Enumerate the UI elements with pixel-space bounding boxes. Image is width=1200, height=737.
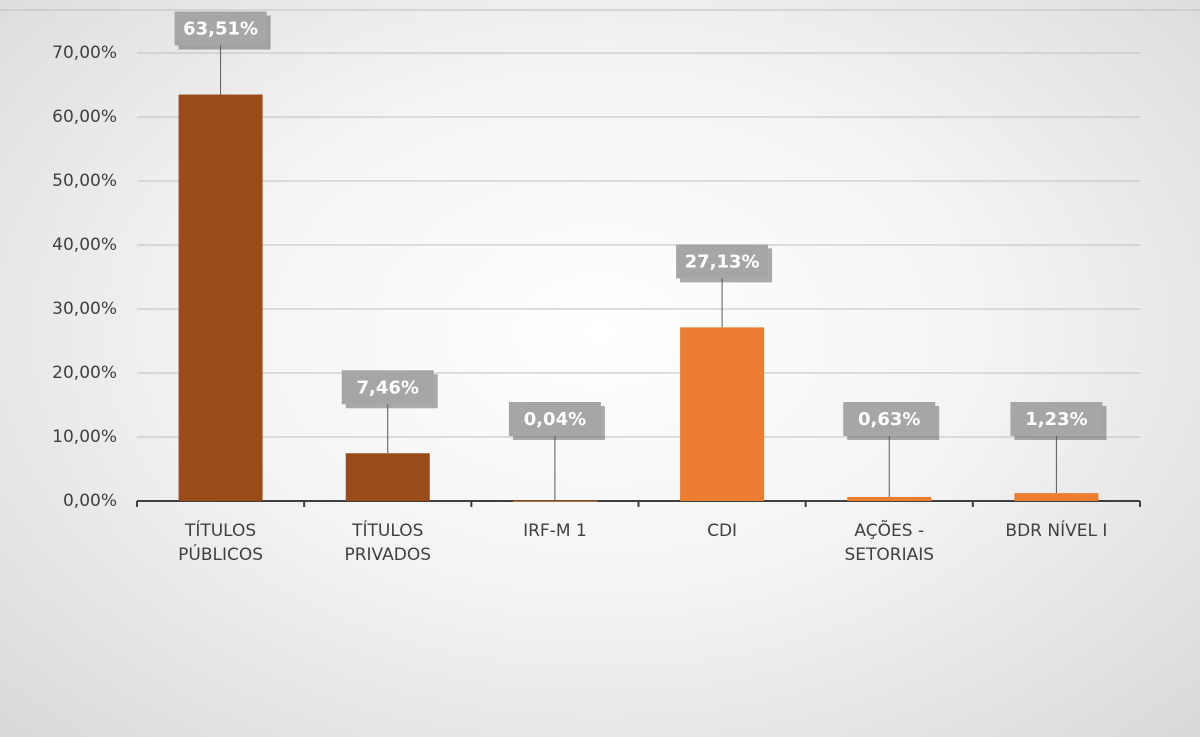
label-box xyxy=(1010,402,1103,436)
x-tick-label: TÍTULOS PÚBLICOS xyxy=(178,521,264,565)
y-tick-label: 70,00% xyxy=(52,43,117,63)
y-tick-label: 60,00% xyxy=(52,107,117,127)
x-tick-label: CDI xyxy=(707,521,738,541)
bar xyxy=(178,94,263,501)
label-box xyxy=(508,402,601,436)
data-label: 63,51% xyxy=(183,19,258,40)
bar xyxy=(847,496,932,501)
y-tick-label: 10,00% xyxy=(52,427,117,447)
data-label: 0,63% xyxy=(858,409,920,430)
data-label: 7,46% xyxy=(357,377,419,398)
x-tick-label: TÍTULOS PRIVADOS xyxy=(344,521,431,565)
x-tick-label: IRF-M 1 xyxy=(523,521,587,541)
y-tick-label: 0,00% xyxy=(63,491,117,511)
y-tick-label: 30,00% xyxy=(52,299,117,319)
y-tick-label: 40,00% xyxy=(52,235,117,255)
label-box xyxy=(174,11,267,46)
label-box xyxy=(843,402,936,436)
data-label: 1,23% xyxy=(1025,409,1087,430)
bar xyxy=(680,327,765,501)
label-box xyxy=(676,244,769,279)
y-tick-label: 50,00% xyxy=(52,171,117,191)
data-label: 27,13% xyxy=(685,251,760,272)
label-box xyxy=(341,370,434,405)
bar xyxy=(345,453,430,501)
x-tick-label: BDR NÍVEL I xyxy=(1005,521,1108,541)
y-tick-label: 20,00% xyxy=(52,363,117,383)
x-tick-label: AÇÕES - SETORIAIS xyxy=(844,521,935,565)
bar xyxy=(1014,493,1099,501)
data-label: 0,04% xyxy=(524,409,586,430)
bar xyxy=(512,500,597,502)
